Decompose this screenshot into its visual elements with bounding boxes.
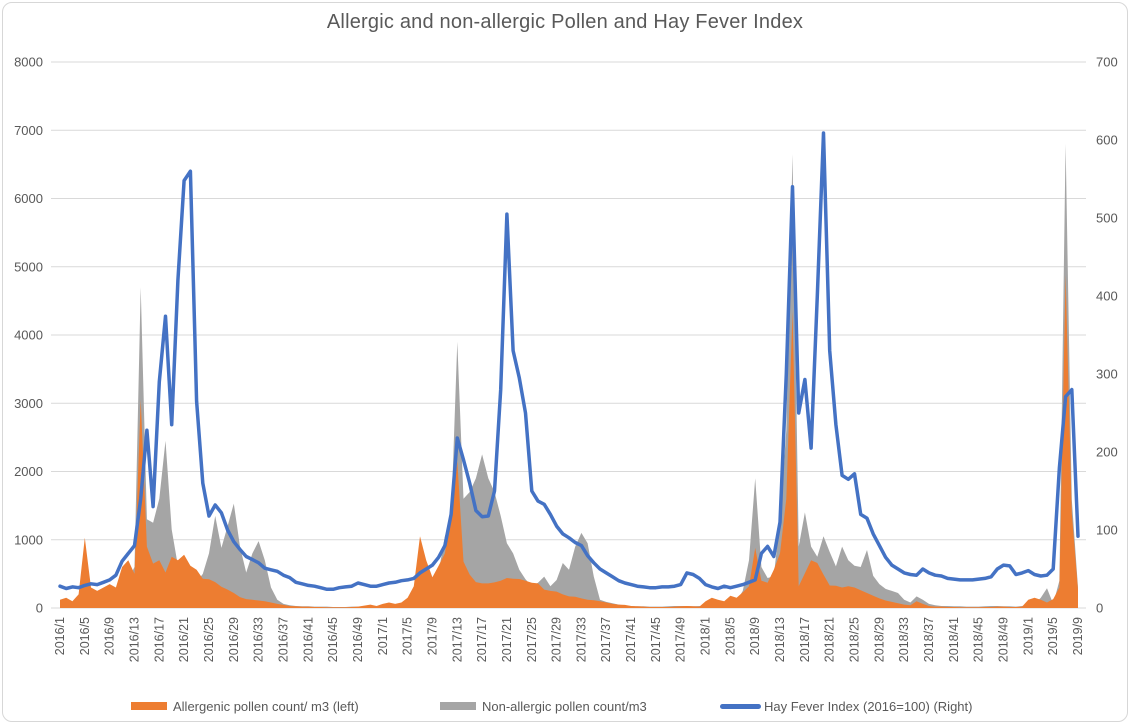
right-axis-tick-label: 200 xyxy=(1096,445,1118,460)
legend-label: Non-allergic pollen count/m3 xyxy=(482,698,647,714)
allergenic-area-series xyxy=(60,274,1078,608)
hay-fever-line-swatch-icon xyxy=(720,703,761,709)
x-axis-tick-label: 2016/49 xyxy=(351,617,365,662)
x-axis-tick-label: 2016/5 xyxy=(78,617,92,655)
x-axis-tick-label: 2018/41 xyxy=(947,617,961,662)
x-axis-tick-label: 2016/45 xyxy=(326,617,340,662)
x-axis-tick-label: 2018/21 xyxy=(823,617,837,662)
x-axis-tick-label: 2017/37 xyxy=(599,617,613,662)
right-axis-tick-label: 700 xyxy=(1096,55,1118,70)
right-axis-tick-label: 100 xyxy=(1096,523,1118,538)
pollen-chart: 0 1000 2000 3000 4000 5000 6000 7000 8000 0 100 200… xyxy=(14,55,1118,663)
right-axis-tick-label: 500 xyxy=(1096,211,1118,226)
left-axis-tick-label: 6000 xyxy=(14,191,43,206)
x-axis-tick-label: 2018/45 xyxy=(972,617,986,662)
x-axis-tick-label: 2017/5 xyxy=(401,617,415,655)
left-axis-tick-label: 7000 xyxy=(14,123,43,138)
hay-fever-line-series xyxy=(58,131,1080,592)
x-axis-tick-label: 2018/49 xyxy=(997,617,1011,662)
allergenic-area-swatch-icon xyxy=(131,702,167,710)
legend: Allergenic pollen count/ m3 (left) Non-a… xyxy=(3,697,1127,717)
legend-item-allergenic: Allergenic pollen count/ m3 (left) xyxy=(131,697,359,715)
left-axis-tick-label: 2000 xyxy=(14,464,43,479)
right-axis-tick-label: 400 xyxy=(1096,289,1118,304)
left-axis-tick-label: 3000 xyxy=(14,396,43,411)
x-axis-tick-label: 2016/29 xyxy=(227,617,241,662)
x-axis-tick-label: 2016/25 xyxy=(202,617,216,662)
x-axis-tick-label: 2017/17 xyxy=(475,617,489,662)
legend-item-hay-fever: Hay Fever Index (2016=100) (Right) xyxy=(720,697,972,715)
x-axis-tick-label: 2017/13 xyxy=(450,617,464,662)
x-axis-tick-label: 2017/45 xyxy=(649,617,663,662)
x-axis-tick-label: 2017/9 xyxy=(425,617,439,655)
x-axis-tick-label: 2017/33 xyxy=(574,617,588,662)
legend-item-non-allergic: Non-allergic pollen count/m3 xyxy=(440,697,647,715)
x-axis-tick-label: 2016/33 xyxy=(252,617,266,662)
x-axis-tick-label: 2016/21 xyxy=(177,617,191,662)
x-axis-tick-label: 2019/5 xyxy=(1046,617,1060,655)
x-axis-tick-label: 2017/1 xyxy=(376,617,390,655)
left-axis-tick-label: 5000 xyxy=(14,259,43,274)
x-axis-tick-label: 2018/13 xyxy=(773,617,787,662)
x-axis-tick-label: 2019/9 xyxy=(1071,617,1085,655)
right-axis-tick-label: 600 xyxy=(1096,133,1118,148)
x-axis-tick-label: 2018/37 xyxy=(922,617,936,662)
left-axis-tick-label: 1000 xyxy=(14,532,43,547)
x-axis-tick-label: 2018/9 xyxy=(748,617,762,655)
non-allergic-area-swatch-icon xyxy=(440,702,476,710)
x-axis-tick-label: 2016/41 xyxy=(301,617,315,662)
x-axis-tick-label: 2016/9 xyxy=(103,617,117,655)
x-axis-tick-label: 2018/17 xyxy=(798,617,812,662)
x-axis-tick-label: 2018/29 xyxy=(872,617,886,662)
x-axis-tick-label: 2016/17 xyxy=(152,617,166,662)
x-axis-tick-label: 2018/5 xyxy=(723,617,737,655)
x-axis-tick-label: 2018/1 xyxy=(699,617,713,655)
left-axis-tick-label: 4000 xyxy=(14,328,43,343)
right-axis-tick-label: 0 xyxy=(1096,601,1103,616)
x-axis-tick-label: 2018/25 xyxy=(848,617,862,662)
legend-label: Hay Fever Index (2016=100) (Right) xyxy=(764,698,973,714)
x-axis-tick-label: 2017/29 xyxy=(550,617,564,662)
x-axis-tick-label: 2019/1 xyxy=(1021,617,1035,655)
non-allergic-area-series xyxy=(60,143,1078,608)
x-axis-tick-label: 2017/49 xyxy=(674,617,688,662)
left-axis-tick-label: 8000 xyxy=(14,55,43,70)
legend-label: Allergenic pollen count/ m3 (left) xyxy=(173,698,359,714)
right-axis-tick-label: 300 xyxy=(1096,367,1118,382)
x-axis-tick-label: 2017/25 xyxy=(525,617,539,662)
x-axis-tick-label: 2016/37 xyxy=(276,617,290,662)
chart-title: Allergic and non-allergic Pollen and Hay… xyxy=(326,11,804,33)
x-axis-tick-label: 2017/41 xyxy=(624,617,638,662)
left-axis-tick-label: 0 xyxy=(36,601,43,616)
x-axis-tick-label: 2016/13 xyxy=(127,617,141,662)
x-axis-tick-label: 2017/21 xyxy=(500,617,514,662)
x-axis-tick-label: 2016/1 xyxy=(53,617,67,655)
x-axis-tick-label: 2018/33 xyxy=(897,617,911,662)
